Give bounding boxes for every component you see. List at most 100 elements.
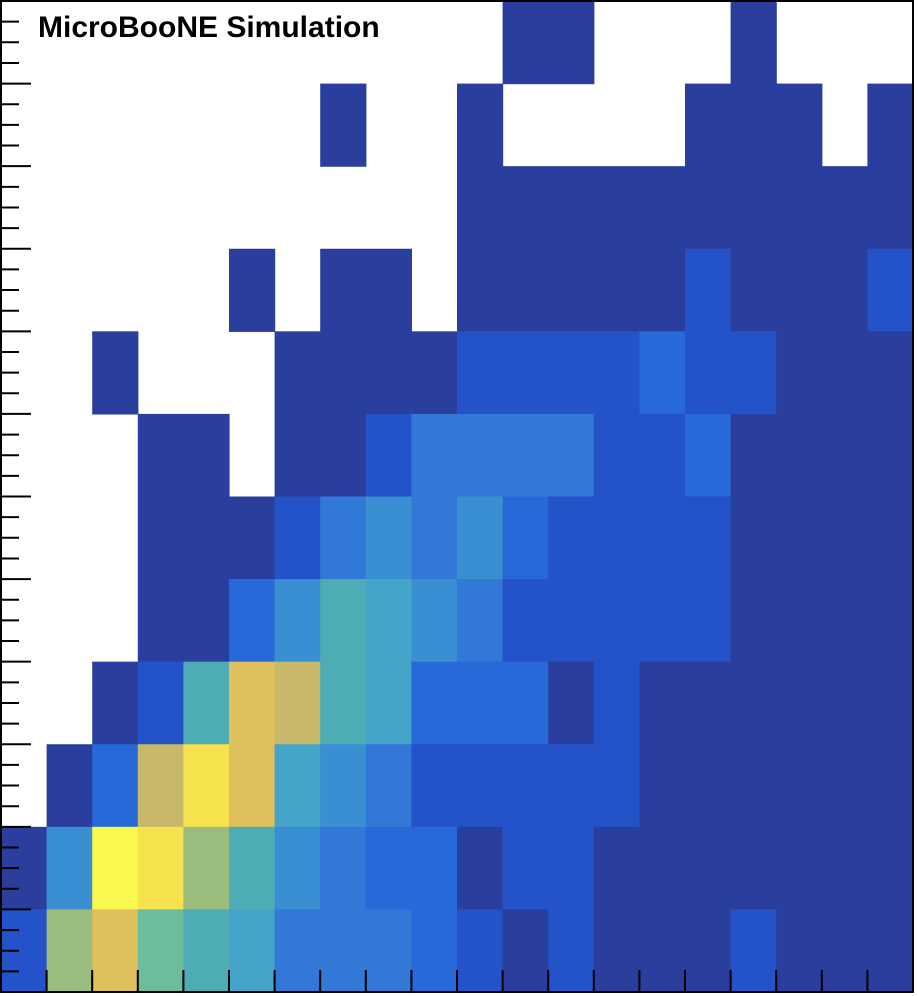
heatmap-cell: [320, 744, 367, 828]
heatmap-cell: [776, 579, 823, 663]
heatmap-cell: [274, 909, 321, 993]
heatmap-cell: [365, 331, 412, 415]
heatmap-cell: [821, 496, 868, 580]
heatmap-cell: [229, 496, 276, 580]
heatmap-cell: [457, 909, 504, 993]
heatmap-cell: [730, 826, 777, 911]
heatmap-cell: [730, 579, 777, 663]
heatmap-cell: [320, 579, 367, 663]
heatmap-cell: [457, 248, 504, 332]
heatmap-cell: [685, 661, 732, 745]
simulation-label: MicroBooNE Simulation: [38, 11, 380, 44]
heatmap-cell: [365, 248, 412, 332]
heatmap-cell: [502, 909, 549, 993]
heatmap-cell: [821, 413, 868, 498]
heatmap-cell: [320, 661, 367, 745]
heatmap-cell: [502, 661, 549, 745]
heatmap-cell: [229, 744, 276, 828]
heatmap-cell: [593, 413, 640, 498]
heatmap-cell: [593, 579, 640, 663]
heatmap-cell: [639, 909, 686, 993]
heatmap-cell: [776, 826, 823, 911]
heatmap-cell: [457, 331, 504, 415]
heatmap-cell: [183, 413, 230, 498]
heatmap-cell: [229, 826, 276, 911]
heatmap-cell: [593, 166, 640, 250]
heatmap-cell: [548, 826, 595, 911]
heatmap-cell: [776, 661, 823, 745]
heatmap-cell: [639, 166, 686, 250]
heatmap-cell: [365, 909, 412, 993]
heatmap-cell: [457, 661, 504, 745]
heatmap-cell: [685, 83, 732, 167]
heatmap-cell: [229, 661, 276, 745]
heatmap-cell: [730, 661, 777, 745]
heatmap-cell: [411, 826, 458, 911]
heatmap-cell: [411, 661, 458, 745]
heatmap-cell: [502, 1, 549, 85]
heatmap-cell: [502, 826, 549, 911]
heatmap-cell: [183, 744, 230, 828]
heatmap-cell: [685, 413, 732, 498]
heatmap-cell: [502, 579, 549, 663]
heatmap-cell: [867, 331, 914, 415]
heatmap-cell: [137, 496, 184, 580]
heatmap-cell: [502, 248, 549, 332]
heatmap-cell: [457, 826, 504, 911]
heatmap-cell: [685, 248, 732, 332]
heatmap-cell: [411, 579, 458, 663]
heatmap-cell: [867, 496, 914, 580]
heatmap-cell: [548, 579, 595, 663]
heatmap-cell: [137, 579, 184, 663]
heatmap-cell: [867, 413, 914, 498]
heatmap-cell: [685, 826, 732, 911]
heatmap-cell: [867, 909, 914, 993]
heatmap-cell: [730, 744, 777, 828]
heatmap-cell: [685, 909, 732, 993]
heatmap-cell: [867, 579, 914, 663]
heatmap-cell: [639, 661, 686, 745]
heatmap-cell: [274, 744, 321, 828]
heatmap-cell: [593, 248, 640, 332]
heatmap-cell: [274, 331, 321, 415]
heatmap-cell: [867, 248, 914, 332]
heatmap-cell: [685, 579, 732, 663]
heatmap-cell: [274, 496, 321, 580]
heatmap-cell: [411, 496, 458, 580]
heatmap-cell: [320, 248, 367, 332]
heatmap-cell: [867, 744, 914, 828]
heatmap-cell: [776, 413, 823, 498]
heatmap-cell: [320, 909, 367, 993]
heatmap-cell: [502, 744, 549, 828]
heatmap-cell: [548, 413, 595, 498]
heatmap-cell: [776, 248, 823, 332]
heatmap-cell: [548, 661, 595, 745]
heatmap-cell: [92, 661, 139, 745]
heatmap-cell: [730, 496, 777, 580]
heatmap-cell: [730, 166, 777, 250]
heatmap-cell: [821, 248, 868, 332]
heatmap-cell: [639, 413, 686, 498]
heatmap-cell: [593, 909, 640, 993]
heatmap-cell: [730, 909, 777, 993]
heatmap-cell: [548, 744, 595, 828]
heatmap-cell: [685, 744, 732, 828]
heatmap-cell: [685, 166, 732, 250]
heatmap-cell: [548, 166, 595, 250]
heatmap-cell: [821, 579, 868, 663]
heatmap-cell: [92, 331, 139, 415]
heatmap-cell: [320, 331, 367, 415]
heatmap-cell: [320, 413, 367, 498]
heatmap-cell: [776, 496, 823, 580]
heatmap-cell: [502, 496, 549, 580]
heatmap-cell: [639, 331, 686, 415]
heatmap-cell: [320, 496, 367, 580]
heatmap-cell: [867, 661, 914, 745]
heatmap-cell: [183, 909, 230, 993]
heatmap-cell: [639, 826, 686, 911]
heatmap-cell: [365, 496, 412, 580]
heatmap-cell: [548, 1, 595, 85]
heatmap-cell: [183, 826, 230, 911]
